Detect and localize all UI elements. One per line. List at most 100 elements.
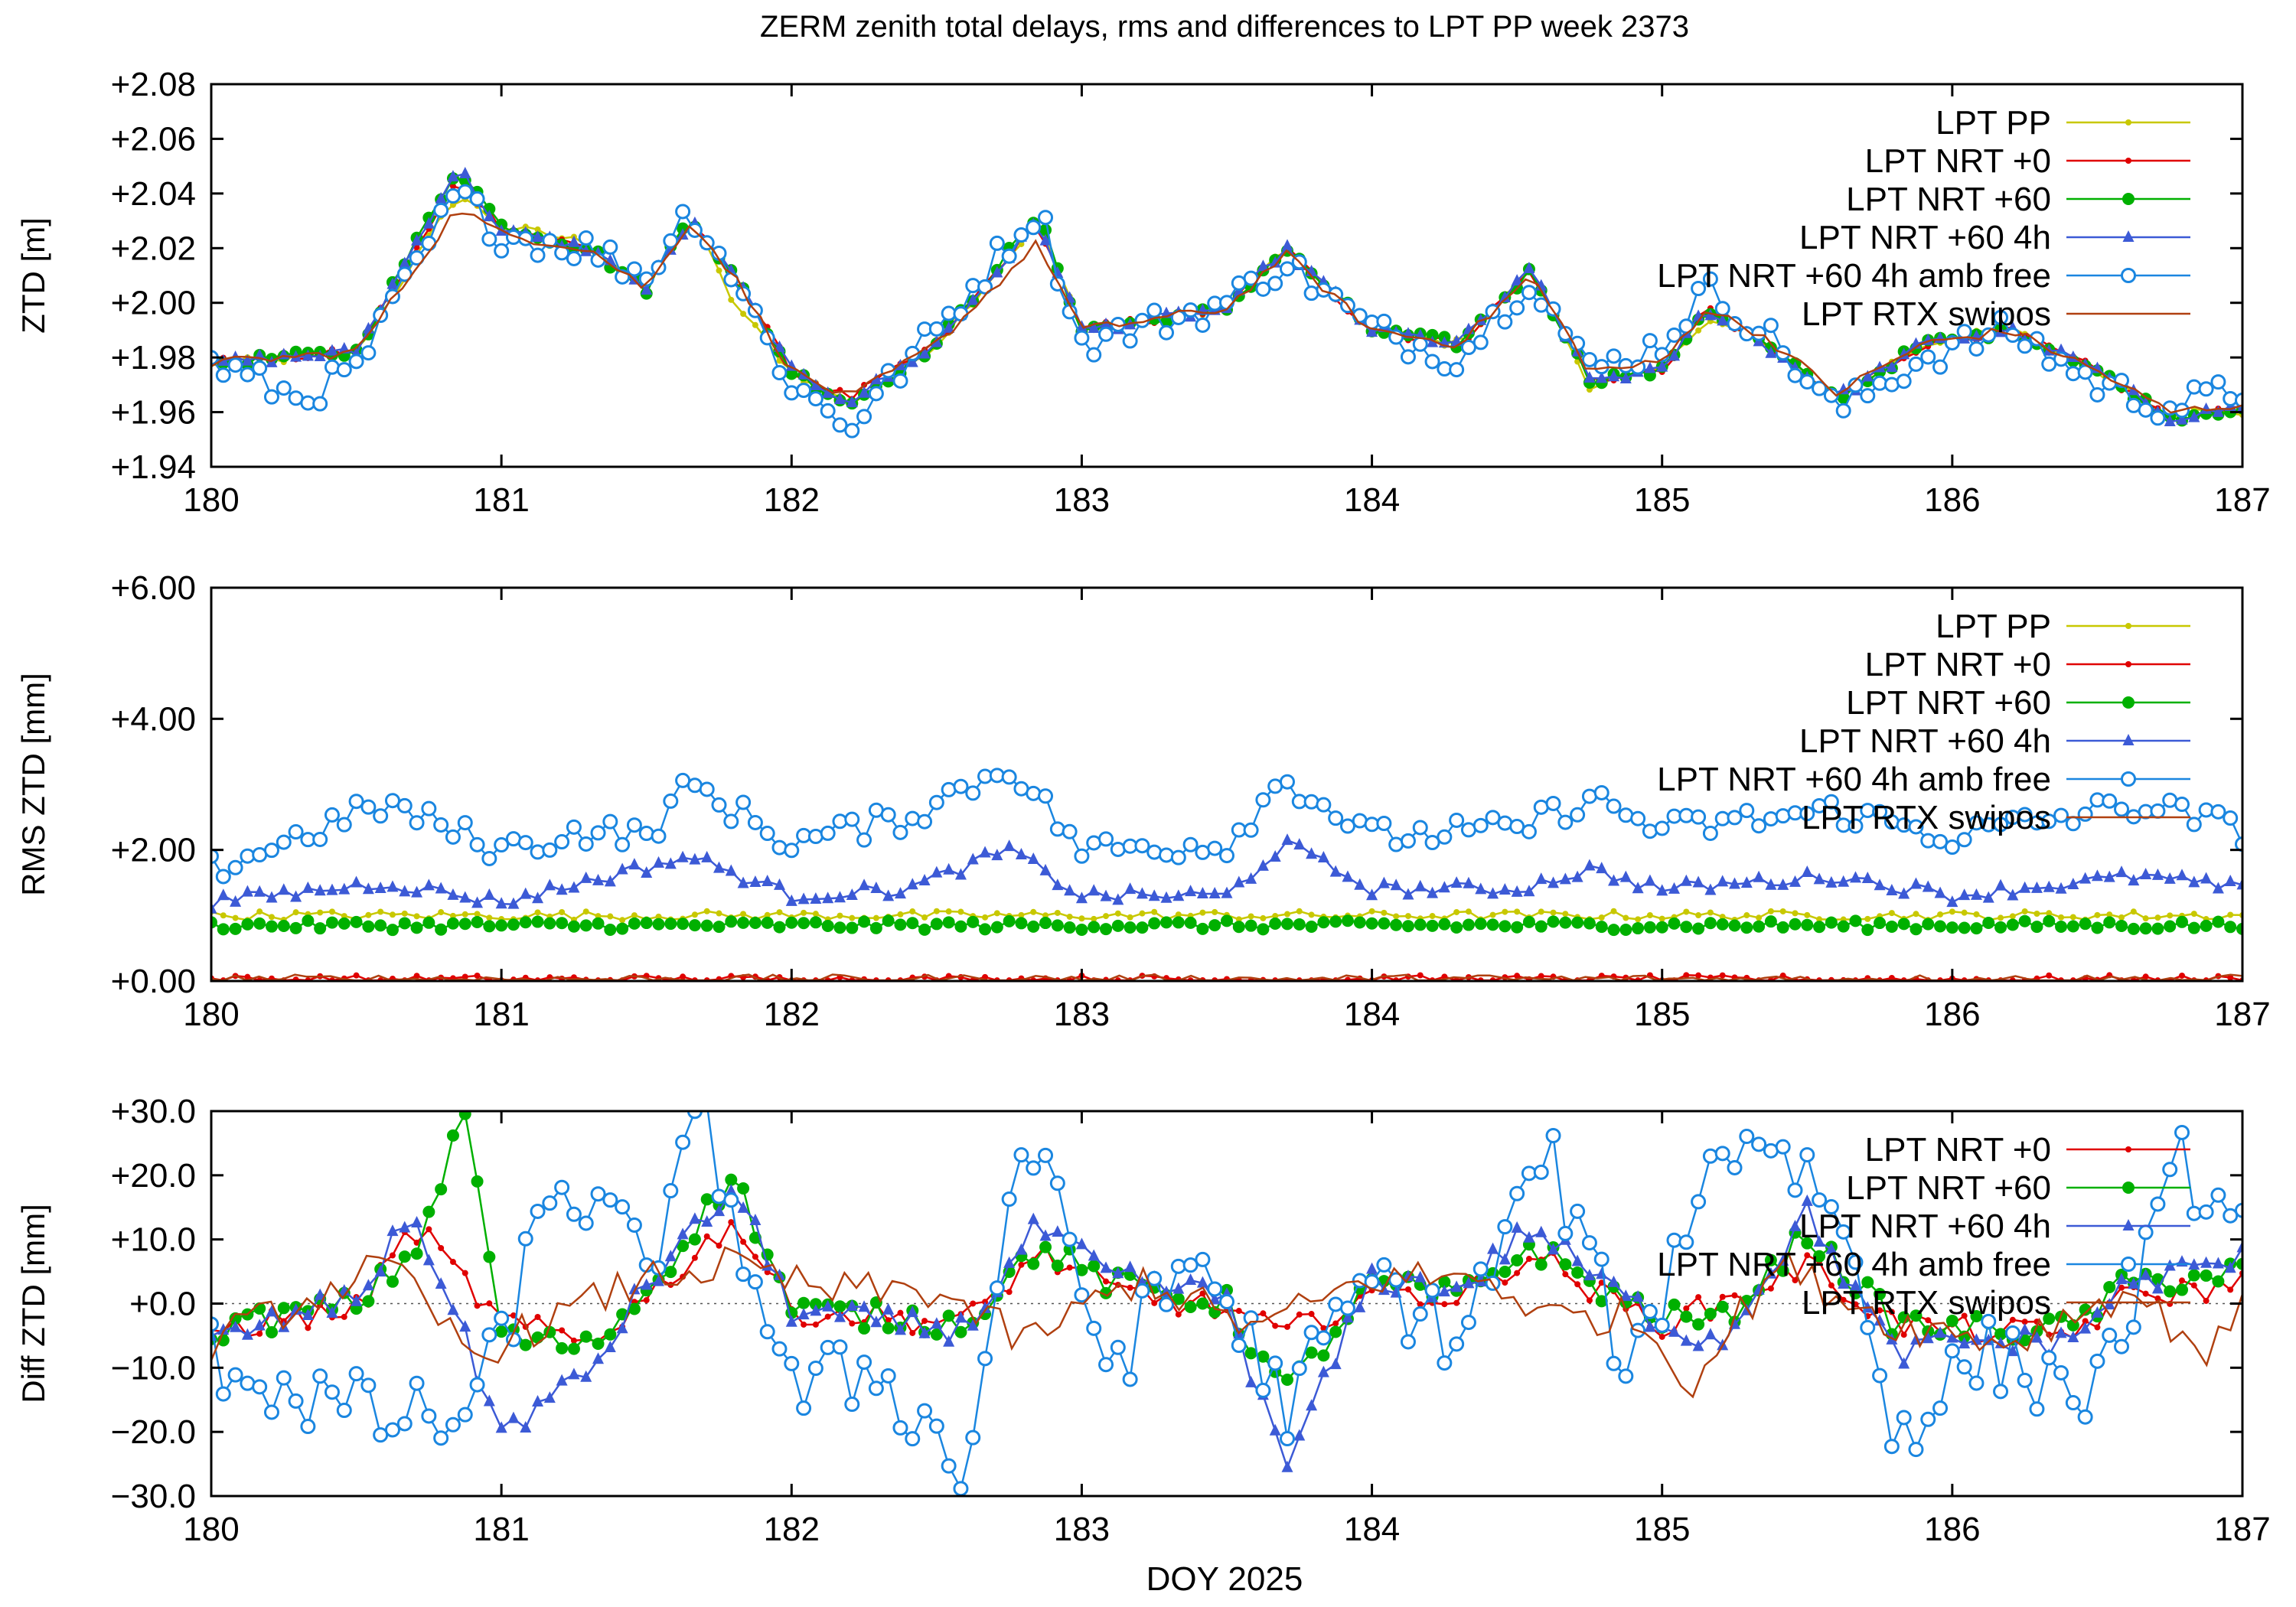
data-point: [227, 357, 243, 373]
data-point: [680, 973, 687, 980]
data-point: [1860, 388, 1876, 404]
data-point: [211, 916, 217, 929]
data-point: [1898, 887, 1910, 899]
data-point: [1196, 922, 1209, 935]
data-point: [1449, 362, 1465, 378]
data-point: [2079, 1303, 2092, 1316]
data-point: [2055, 343, 2067, 355]
y-axis-label: RMS ZTD [mm]: [15, 673, 51, 896]
data-point: [211, 901, 217, 914]
data-point: [1837, 920, 1850, 933]
data-point: [1702, 1148, 1718, 1164]
data-point: [2223, 1208, 2239, 1224]
data-point: [822, 1299, 834, 1312]
data-point: [1704, 883, 1717, 895]
data-point: [1593, 784, 1609, 800]
data-point: [1027, 1257, 1040, 1270]
data-point: [1027, 920, 1040, 933]
data-point: [1922, 918, 1935, 931]
data-point: [703, 1233, 710, 1240]
data-point: [1776, 921, 1789, 934]
data-point: [2089, 386, 2105, 403]
data-point: [1595, 1295, 1608, 1308]
data-point: [1897, 1311, 1910, 1324]
data-point: [1354, 878, 1366, 890]
data-point: [1692, 922, 1705, 935]
data-point: [1196, 886, 1208, 898]
data-point: [2190, 1282, 2197, 1289]
data-point: [824, 1313, 831, 1320]
legend-marker: [2125, 623, 2131, 629]
data-point: [276, 834, 292, 850]
data-point: [350, 915, 363, 928]
data-point: [1913, 911, 1919, 918]
data-point: [2235, 393, 2242, 409]
series-4: [211, 1111, 2242, 1496]
data-point: [776, 909, 783, 916]
data-point: [1849, 1279, 1861, 1291]
data-point: [1088, 921, 1101, 934]
data-point: [1450, 921, 1463, 934]
y-tick-label: +2.08: [111, 66, 196, 103]
data-point: [377, 908, 384, 915]
data-point: [1332, 1320, 1339, 1327]
data-point: [578, 836, 594, 852]
data-point: [1412, 1306, 1428, 1322]
data-point: [1835, 1224, 1851, 1240]
data-point: [1235, 916, 1242, 923]
data-point: [1559, 916, 1572, 929]
data-point: [1716, 918, 1729, 931]
data-point: [1473, 817, 1489, 833]
data-point: [1221, 886, 1233, 898]
legend-label: LPT NRT +60 4h: [1799, 219, 2051, 256]
data-point: [1731, 1292, 1738, 1299]
data-point: [413, 1239, 420, 1246]
data-point: [2094, 1324, 2101, 1331]
data-point: [728, 1219, 735, 1226]
data-point: [1100, 923, 1113, 936]
data-point: [1680, 1334, 1692, 1346]
data-point: [215, 367, 231, 383]
data-point: [1244, 1347, 1257, 1360]
data-point: [1103, 913, 1110, 920]
y-tick-label: −20.0: [111, 1413, 196, 1451]
data-point: [2006, 918, 2019, 931]
data-point: [386, 277, 399, 289]
data-point: [1704, 1307, 1717, 1320]
data-point: [435, 1277, 447, 1289]
data-point: [341, 913, 347, 920]
data-point: [1027, 1212, 1039, 1224]
data-point: [1026, 785, 1042, 801]
data-point: [1497, 314, 1513, 330]
data-point: [1219, 295, 1234, 311]
data-point: [917, 1403, 933, 1419]
data-point: [1172, 916, 1185, 929]
data-point: [409, 815, 425, 831]
data-point: [1535, 279, 1548, 291]
data-point: [785, 894, 797, 906]
data-point: [849, 914, 856, 921]
data-point: [773, 878, 785, 890]
data-point: [2021, 1319, 2028, 1325]
data-point: [1751, 818, 1767, 834]
data-point: [2009, 913, 2016, 920]
data-point: [713, 1204, 725, 1217]
data-point: [433, 1430, 449, 1446]
data-point: [507, 1411, 520, 1423]
data-point: [906, 1305, 918, 1318]
data-point: [941, 1458, 957, 1474]
x-tick-label: 187: [2214, 481, 2270, 519]
data-point: [2164, 872, 2176, 884]
x-axis-label: DOY 2025: [1146, 1560, 1303, 1598]
data-point: [1272, 913, 1279, 920]
x-tick-label: 183: [1054, 996, 1110, 1033]
data-point: [1134, 838, 1150, 854]
data-point: [675, 1134, 691, 1150]
panel-1: 180 181 182 183 184 185 186 187 +1.94 +1.96 +1.98 +…: [15, 66, 2271, 519]
data-point: [631, 912, 638, 919]
data-point: [1328, 810, 1344, 826]
legend-marker: [2122, 1182, 2135, 1194]
x-tick-label: 187: [2214, 996, 2270, 1033]
data-point: [240, 367, 256, 383]
data-point: [1303, 1325, 1319, 1341]
